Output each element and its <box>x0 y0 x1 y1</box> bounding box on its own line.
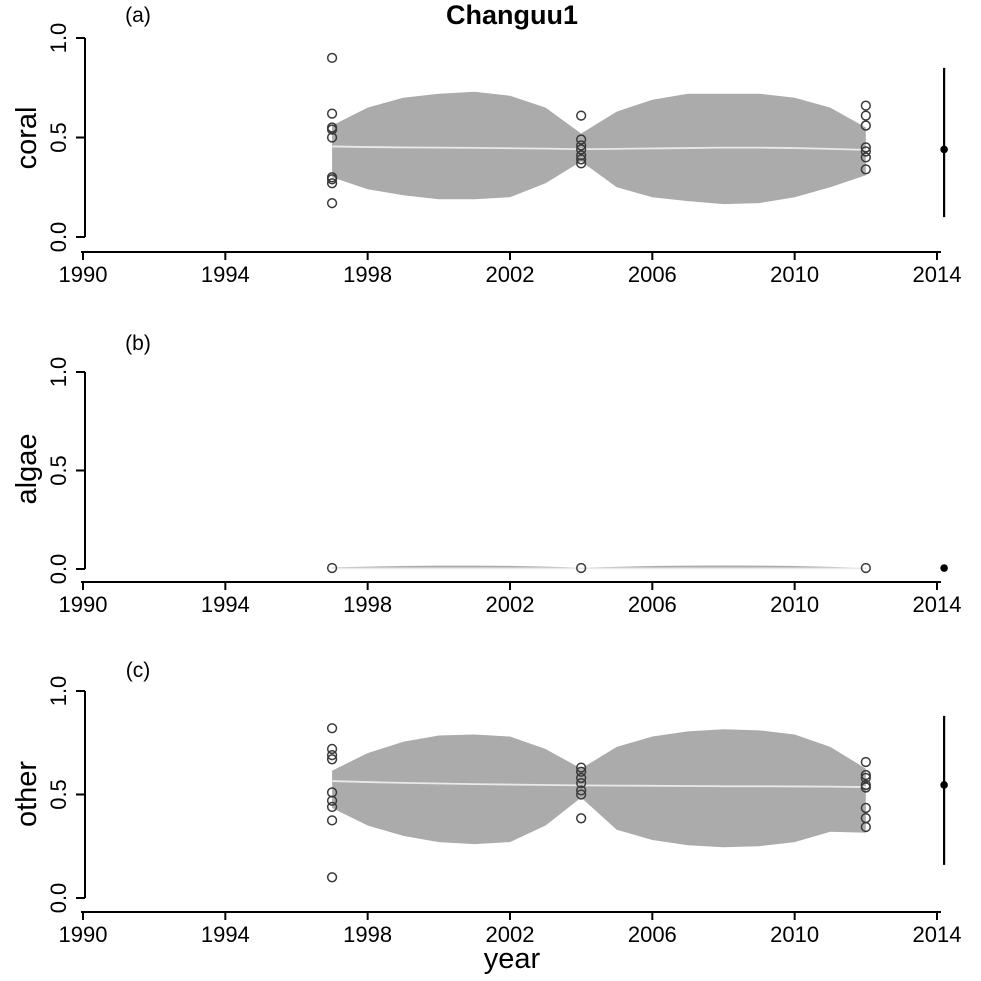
credible-band <box>332 729 866 848</box>
y-axis-title: other <box>11 761 43 827</box>
y-axis-title: coral <box>11 107 43 170</box>
x-tick-label: 2002 <box>486 262 535 287</box>
observation-point <box>860 562 871 574</box>
y-tick-label: 0.5 <box>46 779 71 810</box>
x-tick-label: 2010 <box>770 922 819 947</box>
observation-point <box>576 772 587 784</box>
median-line <box>332 780 866 788</box>
observation-point <box>576 134 587 145</box>
observation-point <box>860 110 871 121</box>
observation-point <box>326 872 338 883</box>
x-tick-label: 2014 <box>913 922 962 947</box>
y-tick-label: 0.5 <box>46 455 71 486</box>
observation-point <box>326 723 338 734</box>
observation-point <box>326 124 338 135</box>
x-axis-title: year <box>483 943 541 975</box>
observation-point <box>326 174 338 185</box>
observation-point <box>326 178 338 189</box>
y-tick-label: 1.0 <box>46 676 71 707</box>
panel-other: 0.0 0.5 1.0 1990 1994 1998 2002 2006 2010 2014 (c)… <box>11 659 961 947</box>
observation-point <box>860 152 871 163</box>
observation-point <box>326 795 338 806</box>
x-tick-label: 2002 <box>486 922 535 947</box>
y-tick-label: 0.0 <box>46 883 71 914</box>
panel-letter: (a) <box>125 4 151 27</box>
x-tick-label: 1998 <box>343 922 392 947</box>
panel-letter: (b) <box>125 332 151 355</box>
observation-point <box>860 142 871 153</box>
x-tick-label: 1990 <box>59 262 108 287</box>
panel-letter: (c) <box>126 659 151 682</box>
x-tick-label: 1990 <box>59 592 108 617</box>
x-tick-label: 2010 <box>770 262 819 287</box>
x-tick-label: 1998 <box>343 262 392 287</box>
observation-point <box>576 140 587 151</box>
y-tick-label: 1.0 <box>46 357 71 388</box>
observation-point <box>326 52 338 64</box>
x-tick-label: 1994 <box>201 592 250 617</box>
panel-algae: 0.0 0.5 1.0 1990 1994 1998 2002 2006 2010 2014 (b)… <box>11 332 961 617</box>
figure-title: Changuu1 <box>446 0 578 30</box>
observation-point <box>326 750 338 761</box>
panel-coral: 0.0 0.5 1.0 1990 1994 1998 2002 2006 2010 2014 (a)… <box>11 4 961 287</box>
observation-point <box>860 146 871 157</box>
y-tick-label: 0.0 <box>46 222 71 253</box>
y-tick-label: 0.5 <box>46 122 71 153</box>
observation-point <box>576 813 587 824</box>
x-tick-label: 1998 <box>343 592 392 617</box>
survey-point <box>940 145 948 154</box>
observation-point <box>860 164 871 175</box>
observation-point <box>576 144 587 155</box>
credible-band <box>332 91 866 205</box>
x-tick-label: 2014 <box>913 262 962 287</box>
y-tick-label: 1.0 <box>46 23 71 54</box>
observation-point <box>860 782 871 793</box>
observation-point <box>326 132 338 143</box>
observation-point <box>860 100 871 111</box>
observation-point <box>326 198 338 209</box>
observation-point <box>576 158 587 169</box>
x-tick-label: 2006 <box>628 262 677 287</box>
observation-point <box>576 150 587 161</box>
observation-point <box>576 762 587 773</box>
median-line <box>332 145 866 151</box>
observation-point <box>576 562 587 574</box>
x-tick-label: 2006 <box>628 922 677 947</box>
x-tick-label: 1994 <box>201 922 250 947</box>
observation-point <box>860 120 871 131</box>
x-tick-label: 2010 <box>770 592 819 617</box>
observation-point <box>576 777 587 789</box>
y-axis-title: algae <box>11 434 43 505</box>
x-tick-label: 1990 <box>59 922 108 947</box>
observation-point <box>326 108 338 119</box>
observation-point <box>326 815 338 826</box>
x-tick-label: 2002 <box>486 592 535 617</box>
observation-point <box>326 801 338 813</box>
survey-point <box>940 781 948 789</box>
observation-point <box>576 110 587 121</box>
observation-point <box>860 802 871 814</box>
observation-point <box>576 766 587 777</box>
x-tick-label: 1994 <box>201 262 250 287</box>
observation-point <box>326 743 338 755</box>
observation-point <box>326 562 338 574</box>
survey-point <box>940 564 948 572</box>
y-tick-label: 0.0 <box>46 554 71 585</box>
observation-point <box>860 769 871 781</box>
observation-point <box>860 821 871 833</box>
observation-point <box>576 789 587 800</box>
x-tick-label: 2006 <box>628 592 677 617</box>
observation-point <box>576 785 587 796</box>
x-tick-label: 2014 <box>913 592 962 617</box>
observation-point <box>326 754 338 765</box>
observation-point <box>576 154 587 165</box>
observation-point <box>860 756 871 768</box>
